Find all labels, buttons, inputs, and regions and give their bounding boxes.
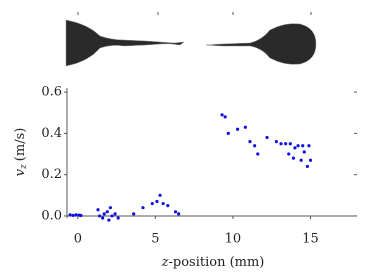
x-tick-label: 15 (302, 232, 319, 247)
y-label-subscript: z (19, 164, 29, 170)
point (116, 216, 120, 220)
point (79, 213, 83, 218)
point (235, 127, 240, 131)
y-label-unit: (m/s) (13, 128, 28, 162)
point (97, 214, 102, 218)
x-label-rest: -position (mm) (168, 255, 264, 270)
point (113, 212, 117, 216)
point (293, 146, 297, 150)
point (96, 208, 100, 212)
y-tick-label: 0.0 (41, 208, 62, 223)
point (288, 142, 292, 146)
point (301, 144, 305, 148)
point (308, 158, 313, 162)
point (302, 150, 306, 154)
point (253, 144, 257, 148)
point (173, 210, 178, 214)
point (265, 135, 269, 140)
point (279, 142, 283, 146)
point (71, 213, 75, 217)
x-axis-label: z-position (mm) (161, 255, 265, 270)
point (150, 201, 154, 206)
y-axis-label: vz (m/s) (13, 128, 29, 177)
x-tick-label: 5 (151, 232, 159, 247)
y-tick-label: 0.2 (41, 167, 62, 182)
point (223, 115, 227, 119)
point (305, 164, 309, 169)
point (166, 204, 170, 208)
point (226, 131, 230, 135)
point (243, 125, 247, 129)
x-tick-label: 0 (74, 232, 82, 247)
x-tick-label: 10 (225, 232, 242, 247)
droplet-image (65, 12, 317, 67)
y-tick-label: 0.4 (41, 126, 62, 141)
point (220, 113, 224, 117)
y-tick-label: 0.6 (41, 85, 62, 100)
point (161, 201, 165, 206)
point (110, 214, 114, 218)
point (132, 212, 136, 216)
point (141, 206, 145, 210)
point (108, 206, 113, 210)
point (177, 212, 181, 216)
point (291, 156, 296, 160)
point (155, 199, 159, 204)
point (107, 218, 111, 222)
point (101, 216, 105, 220)
point (284, 142, 288, 146)
point (248, 140, 252, 144)
point (287, 152, 291, 156)
point (307, 144, 311, 148)
point (74, 213, 78, 217)
point (158, 193, 162, 197)
point (274, 140, 278, 144)
point (102, 212, 106, 216)
point (296, 144, 300, 148)
point (68, 213, 72, 217)
point (256, 152, 260, 156)
point (105, 210, 109, 214)
point (299, 158, 303, 162)
y-label-symbol: v (13, 168, 28, 176)
x-label-symbol: z (161, 255, 169, 270)
